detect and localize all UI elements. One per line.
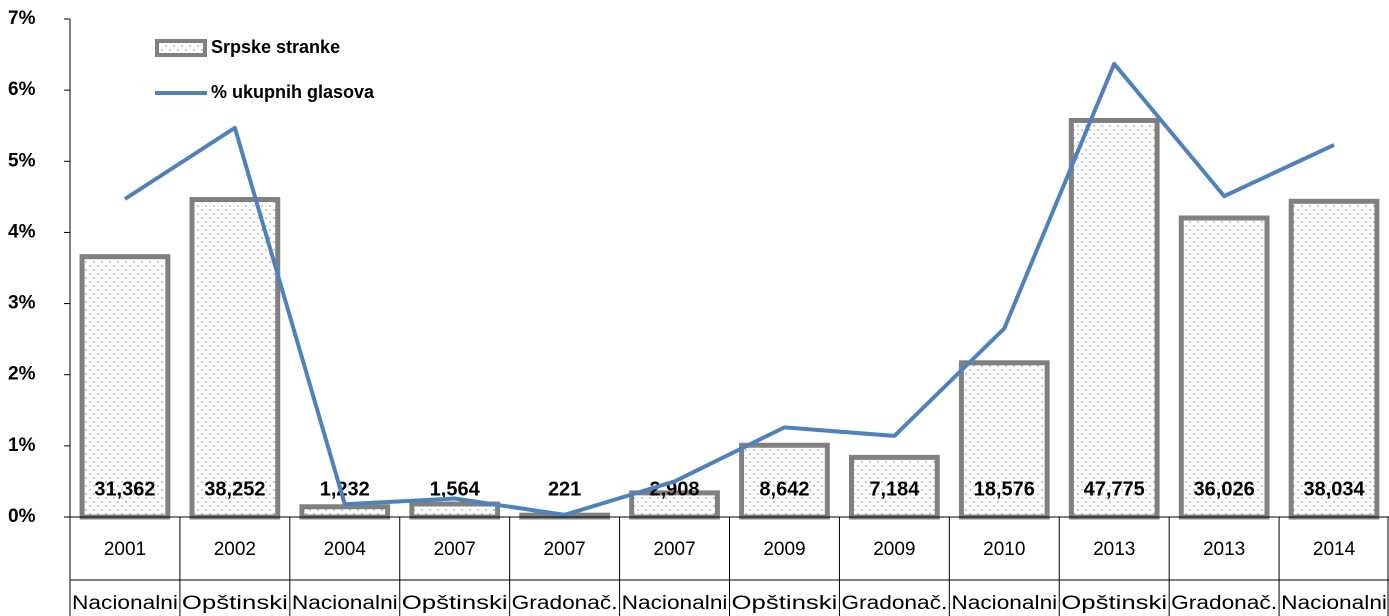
y-tick-label: 5% bbox=[8, 150, 36, 171]
x-group-label: Gradonač. bbox=[841, 593, 947, 614]
x-group-label: Gradonač. bbox=[1171, 593, 1277, 614]
x-group-label: Opštinski bbox=[732, 593, 838, 614]
line bbox=[123, 61, 1335, 517]
x-group-label: Opštinski bbox=[1061, 593, 1167, 614]
bar bbox=[629, 490, 720, 520]
bar bbox=[1178, 215, 1270, 520]
legend-label: % ukupnih glasova bbox=[211, 82, 375, 102]
data-label: 221 bbox=[548, 478, 581, 500]
y-tick-label: 3% bbox=[8, 293, 36, 314]
x-group-label: Nacionalni bbox=[951, 593, 1057, 614]
data-label: 38,034 bbox=[1303, 478, 1365, 500]
bar bbox=[409, 501, 501, 520]
data-label: 1,232 bbox=[320, 478, 370, 500]
x-tick-label: 2004 bbox=[324, 539, 367, 560]
bar bbox=[189, 197, 281, 520]
x-group-label: Gradonač. bbox=[512, 593, 618, 614]
bar bbox=[79, 254, 171, 520]
data-label: 7,184 bbox=[869, 478, 920, 500]
data-label: 1,564 bbox=[430, 478, 481, 500]
x-tick-label: 2009 bbox=[873, 539, 915, 560]
bar bbox=[299, 504, 391, 520]
y-tick-label: 2% bbox=[8, 364, 36, 385]
x-tick-label: 2010 bbox=[983, 539, 1025, 560]
x-tick-label: 2013 bbox=[1093, 539, 1135, 560]
x-tick-label: 2007 bbox=[543, 539, 585, 560]
y-tick-label: 1% bbox=[8, 435, 36, 456]
bar bbox=[1068, 117, 1160, 520]
data-label: 47,775 bbox=[1084, 478, 1145, 500]
legend-label: Srpske stranke bbox=[211, 37, 340, 57]
legend-swatch bbox=[155, 39, 207, 57]
x-tick-label: 2009 bbox=[763, 539, 805, 560]
y-tick-label: 6% bbox=[8, 79, 36, 100]
x-tick-label: 2014 bbox=[1313, 539, 1356, 560]
data-label: 8,642 bbox=[759, 478, 809, 500]
x-tick-label: 2007 bbox=[653, 539, 695, 560]
bar bbox=[958, 360, 1050, 520]
x-tick-label: 2002 bbox=[214, 539, 256, 560]
x-group-label: Opštinski bbox=[402, 593, 508, 614]
x-tick-label: 2007 bbox=[434, 539, 476, 560]
data-label: 18,576 bbox=[974, 478, 1035, 500]
x-group-label: Opštinski bbox=[182, 593, 288, 614]
bar bbox=[739, 442, 830, 520]
y-tick-label: 4% bbox=[8, 221, 36, 242]
data-label: 31,362 bbox=[94, 478, 155, 500]
y-tick-label: 0% bbox=[8, 506, 36, 527]
y-tick-label: 7% bbox=[8, 8, 36, 29]
data-label: 36,026 bbox=[1194, 478, 1255, 500]
x-tick-label: 2013 bbox=[1203, 539, 1245, 560]
bar bbox=[1288, 198, 1380, 520]
x-group-label: Nacionalni bbox=[622, 593, 728, 614]
x-group-label: Nacionalni bbox=[72, 593, 178, 614]
x-group-label: Nacionalni bbox=[1281, 593, 1387, 614]
x-tick-label: 2001 bbox=[104, 539, 146, 560]
data-label: 38,252 bbox=[204, 478, 265, 500]
x-group-label: Nacionalni bbox=[292, 593, 398, 614]
